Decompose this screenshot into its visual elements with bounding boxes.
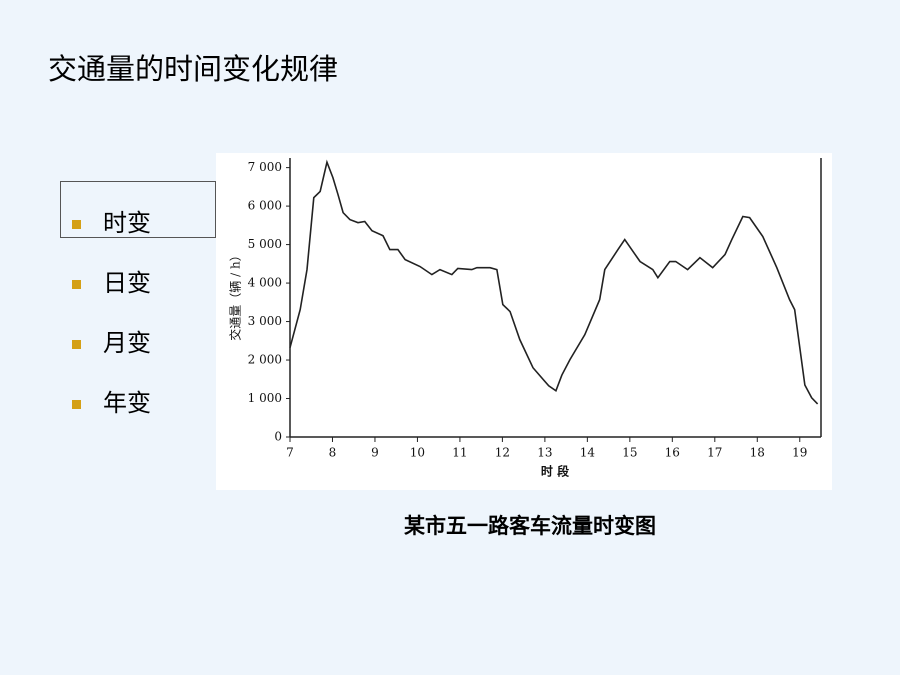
bullet: 日变	[72, 263, 151, 298]
y-tick-label: 2 000	[248, 353, 282, 367]
bullet-text: 月变	[103, 329, 151, 357]
y-tick-label: 7 000	[248, 160, 282, 174]
x-tick-label: 13	[537, 446, 552, 460]
data-line	[289, 159, 819, 405]
slide-title: 交通量的时间变化规律	[48, 52, 339, 86]
y-tick-label: 0	[274, 430, 282, 444]
x-tick-label: 7	[286, 446, 294, 460]
x-tick-label: 16	[665, 446, 680, 460]
y-tick-label: 6 000	[248, 199, 282, 213]
y-tick-label: 1 000	[248, 391, 282, 405]
bullet-text: 年变	[103, 389, 151, 417]
x-tick-label: 8	[329, 446, 337, 460]
x-tick-label: 19	[792, 446, 807, 460]
y-tick-label: 3 000	[248, 314, 282, 328]
highlight-box	[60, 181, 216, 238]
y-tick-label: 5 000	[248, 237, 282, 251]
x-tick-label: 9	[371, 446, 379, 460]
x-tick-label: 11	[452, 446, 467, 460]
chart-caption: 某市五一路客车流量时变图	[404, 513, 656, 538]
bullet: 月变	[72, 323, 151, 358]
x-axis-label: 时 段	[541, 464, 570, 479]
chart-background	[216, 153, 832, 490]
bullet: 时变	[72, 203, 151, 238]
bullet: 年变	[72, 383, 151, 418]
bullet-text: 时变	[103, 209, 151, 237]
y-tick-label: 4 000	[248, 276, 282, 290]
y-axis-label: 交通量（辆 / h）	[228, 249, 243, 340]
bullet-text: 日变	[103, 269, 151, 297]
x-tick-label: 18	[750, 446, 765, 460]
x-tick-label: 17	[707, 446, 722, 460]
x-tick-label: 10	[410, 446, 425, 460]
x-tick-label: 15	[622, 446, 637, 460]
x-tick-label: 14	[580, 446, 596, 460]
x-tick-label: 12	[495, 446, 510, 460]
